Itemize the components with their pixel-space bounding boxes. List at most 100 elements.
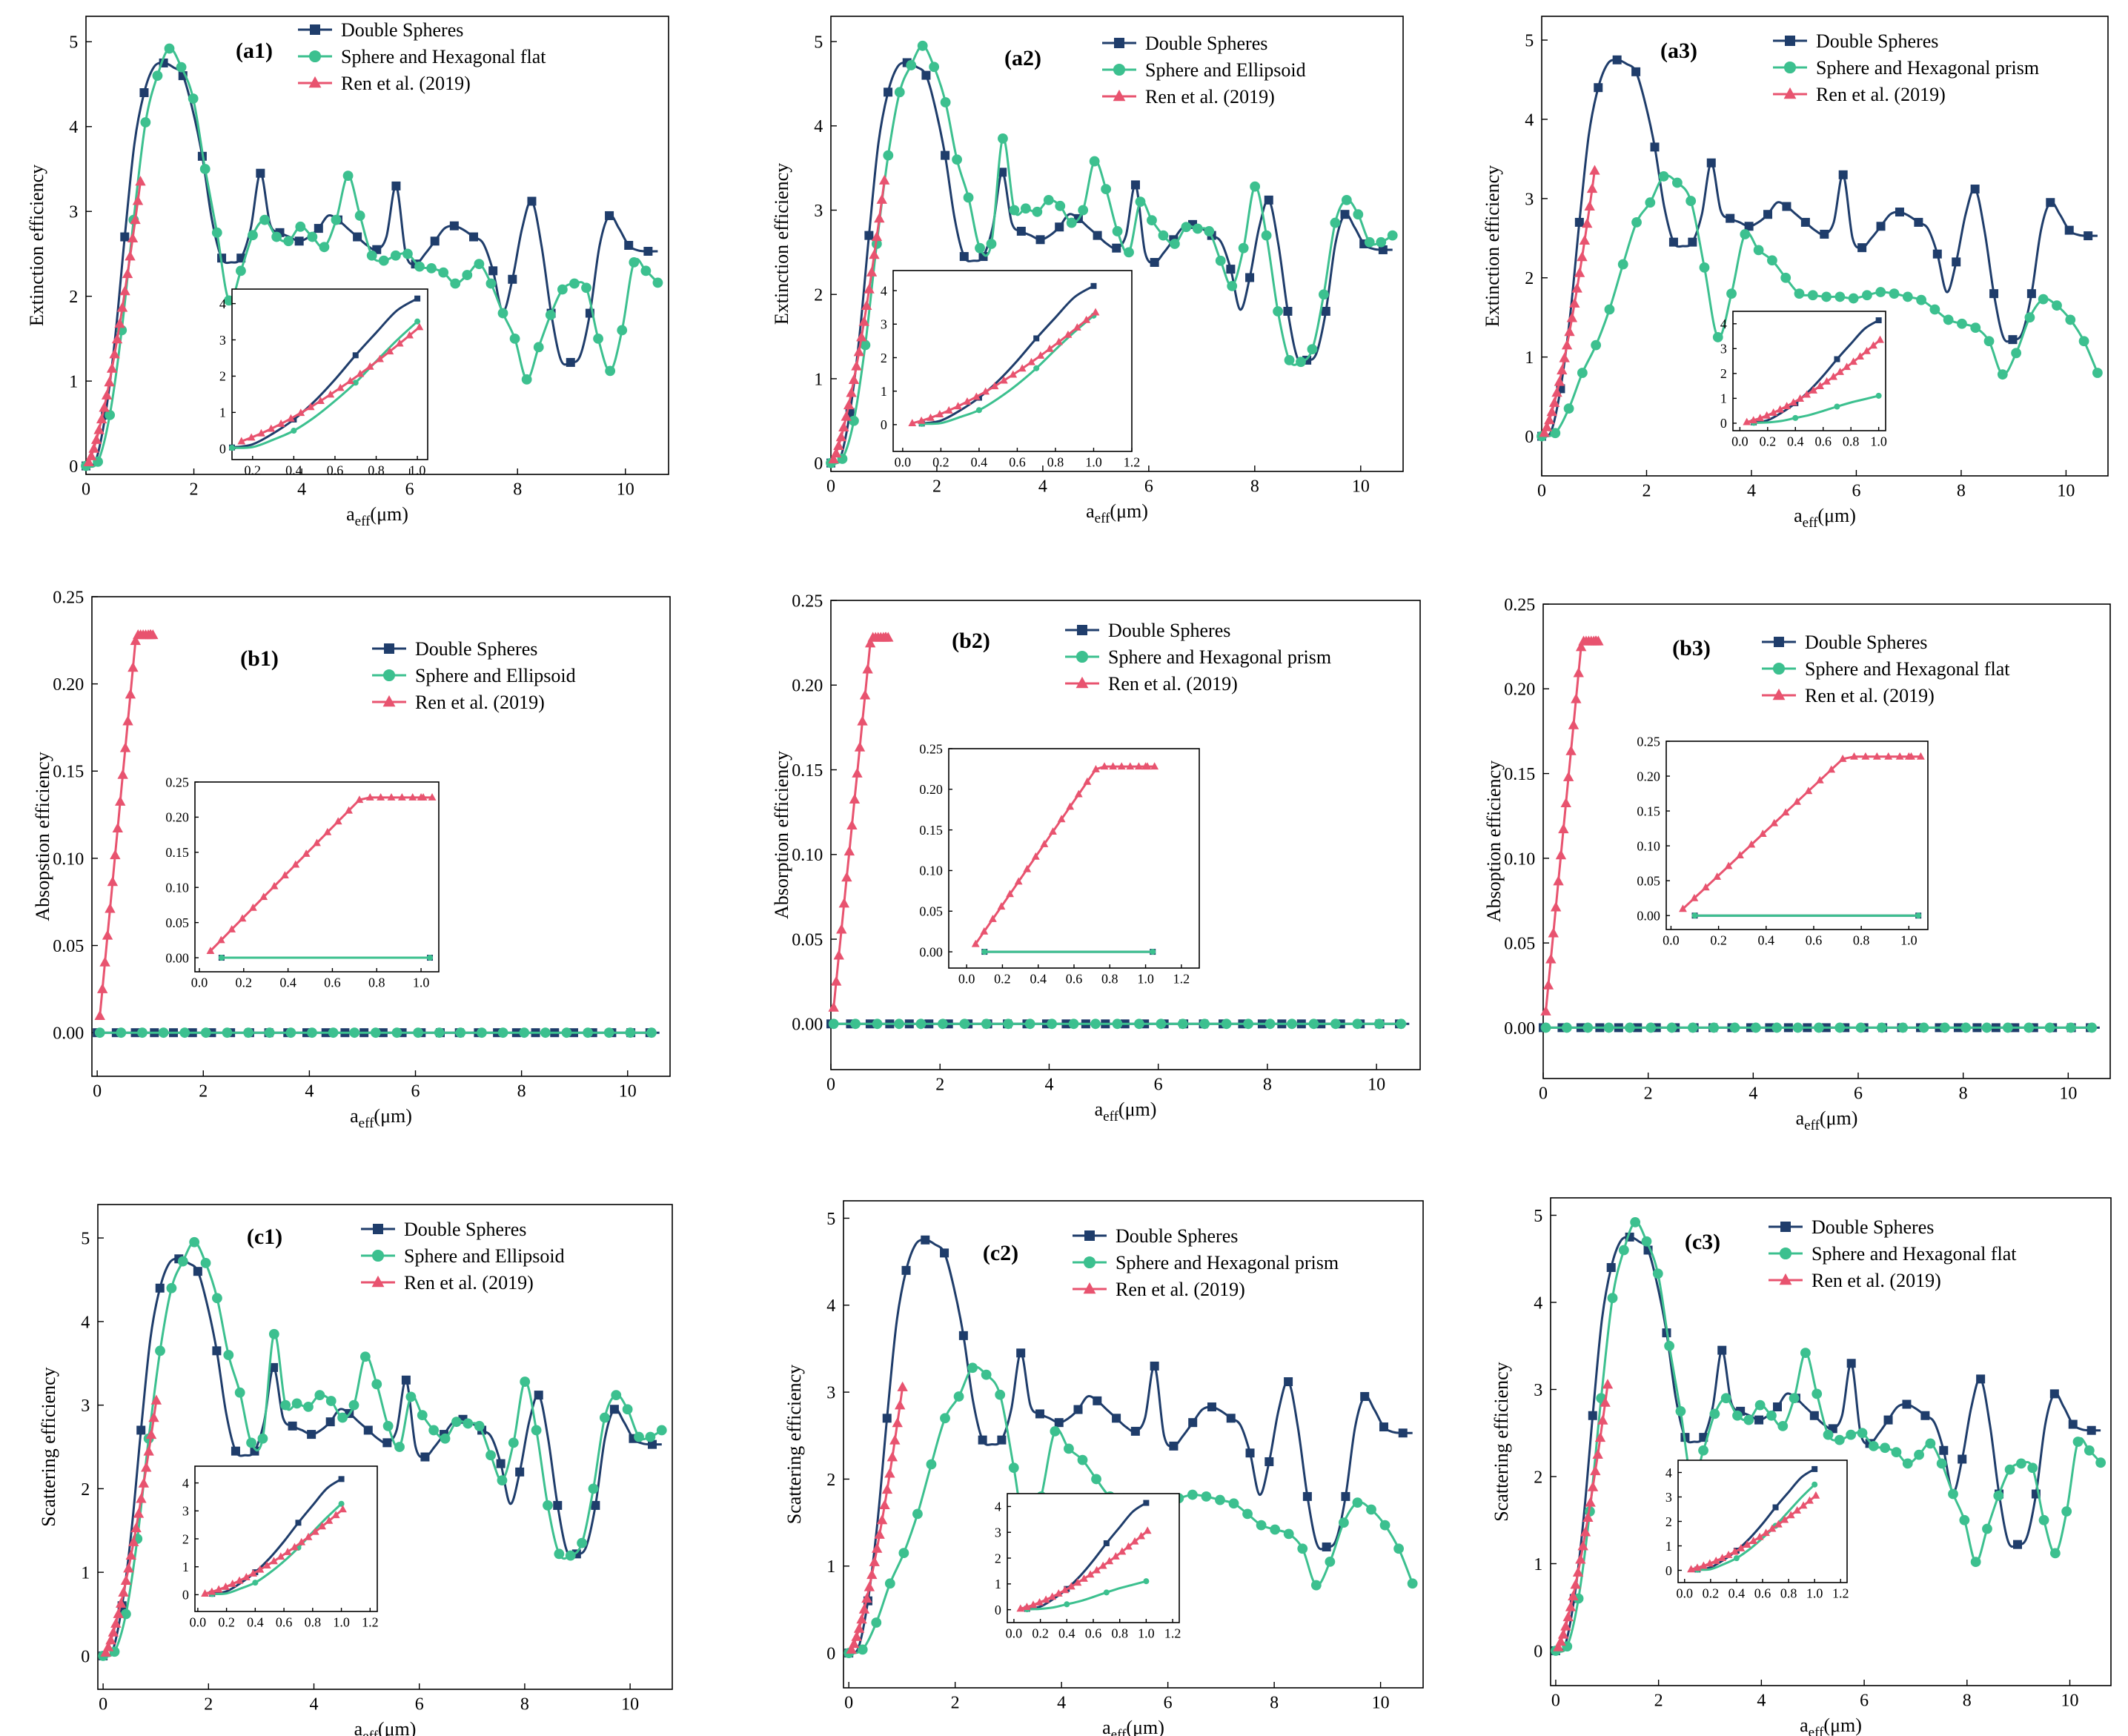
a1-ren-point: [101, 389, 113, 400]
a2-inset-ren-point: [1082, 315, 1091, 323]
a3-double-spheres-point: [1876, 222, 1886, 231]
c1-other-shape-point: [531, 1425, 542, 1436]
c3-inset-ren-point: [1786, 1511, 1795, 1519]
b1-legend-label: Sphere and Ellipsoid: [415, 665, 576, 686]
b2-ylabel: Absorption efficiency: [771, 751, 792, 919]
a2-double-spheres-point: [864, 231, 874, 240]
b1-legend-label: Double Spheres: [415, 638, 537, 660]
a1-ren-point: [93, 424, 105, 434]
b3-axis-xtick-label: 2: [1644, 1084, 1653, 1104]
a3-ren-point: [1574, 267, 1585, 277]
c3-other-shape-point: [1709, 1408, 1720, 1419]
b2-axis-ytick-label: 0.05: [792, 930, 823, 950]
c3-other-shape-point: [2095, 1457, 2107, 1468]
c1-double-spheres-point: [648, 1440, 657, 1449]
a2-ren-point: [830, 447, 842, 458]
a1-other-shape-point: [378, 255, 389, 266]
a2-inset-ren-point: [1036, 351, 1045, 359]
b3-axis-xtick-label: 8: [1959, 1084, 1968, 1104]
c3-other-shape-point: [2038, 1514, 2049, 1525]
c1-inset-axis-xtick-label: 1.2: [362, 1615, 379, 1630]
a2-double-spheres-line: [831, 61, 1393, 465]
a3-double-spheres-point: [1726, 213, 1735, 223]
b2-other-shape-point: [850, 1018, 861, 1030]
c1-axis-ytick-label: 0: [81, 1647, 90, 1666]
a2-ren-point: [878, 174, 890, 185]
c1-double-spheres-point: [307, 1430, 316, 1440]
b2-other-shape-point: [1243, 1018, 1254, 1030]
b3-inset: 0.0 0.2 0.4 0.6 0.8 1.0 0.00 0.05 0.10 0.15 0.20 0.…: [1637, 734, 1929, 948]
a2-double-spheres-point: [1283, 306, 1293, 316]
c3-ren-point: [1560, 1620, 1571, 1631]
a1-other-shape-point: [617, 325, 628, 336]
a2-double-spheres-point: [1112, 243, 1121, 253]
a2-inset-ren-point: [1009, 370, 1018, 378]
c3-ren-point: [1553, 1641, 1564, 1651]
c2-inset-ren-point: [1086, 1570, 1095, 1578]
a3-inset-axis-xtick-label: 0.2: [1760, 434, 1777, 449]
a3-other-shape-point: [2065, 314, 2076, 325]
c3-inset-ren-point: [1724, 1551, 1733, 1558]
c1-axis-xtick-label: 0: [99, 1695, 107, 1715]
b1-inset-other-shape-point: [427, 955, 434, 961]
a3-double-spheres-point: [1800, 217, 1810, 227]
b1-other-shape-point: [497, 1027, 508, 1038]
a3-double-spheres-point: [1763, 210, 1773, 219]
a3-other-shape-point: [1889, 288, 1900, 299]
a1-other-shape-point: [105, 409, 116, 420]
a3-other-shape-point: [1712, 332, 1723, 342]
b2-other-shape-point: [1068, 1018, 1079, 1030]
c2-inset-ren-point: [1048, 1592, 1057, 1600]
c1-ren-point: [136, 1493, 147, 1503]
a3-inset-ren-point: [1776, 405, 1785, 413]
a1-panel-label: (a1): [236, 39, 273, 63]
b3-other-shape-point: [1582, 1022, 1594, 1033]
b3-inset-axis-xtick-label: 0.2: [1710, 933, 1727, 948]
a3-axis-xtick-label: 8: [1957, 482, 1966, 501]
b2-inset-ren-point: [997, 902, 1006, 910]
b3-ren-point: [1558, 823, 1569, 834]
c3-inset-ren-point: [1755, 1532, 1764, 1540]
c1-other-shape-point: [417, 1410, 428, 1421]
c1-axis-xtick-label: 10: [621, 1695, 639, 1715]
a2-other-shape-point: [1319, 289, 1329, 300]
c2-inset-ren-point: [1054, 1589, 1063, 1597]
a3-double-spheres-point: [1706, 158, 1716, 168]
b1-xlabel: aeff(μm): [350, 1105, 412, 1131]
a3-axis-xtick-label: 6: [1852, 482, 1860, 501]
b1-other-shape-point: [137, 1027, 147, 1038]
c3-ren-point: [1555, 1636, 1566, 1646]
c2-inset-ren-point: [1023, 1603, 1031, 1611]
b1-inset-axis-ytick-label: 0.00: [165, 950, 189, 965]
c2-inset-axis-ytick-label: 3: [995, 1525, 1001, 1540]
a3-inset-ren-point: [1789, 398, 1798, 406]
a1-other-shape-point: [497, 308, 508, 319]
b3-inset-ren-point: [1679, 904, 1687, 912]
c3-double-spheres-point: [2068, 1419, 2078, 1429]
c2-ren-point: [874, 1528, 885, 1539]
c2-inset-axis-xtick-label: 1.2: [1164, 1626, 1181, 1641]
a3-double-spheres-line: [1542, 59, 2098, 438]
a2-other-shape-point: [1227, 280, 1238, 291]
a1-double-spheres-point: [256, 168, 265, 178]
a2-legend-marker: [1113, 89, 1126, 102]
c3-other-shape-point: [2084, 1445, 2095, 1456]
c3-double-spheres-point: [1606, 1263, 1616, 1272]
c2-double-spheres-point: [1150, 1361, 1159, 1371]
a2-ren-point: [838, 421, 849, 432]
b3-inset-ren-point: [1850, 752, 1858, 760]
c2-other-shape-point: [1077, 1454, 1088, 1465]
a1-inset-ren-point: [306, 402, 315, 411]
a1-double-spheres-point: [508, 274, 517, 284]
c1-ren-point: [115, 1597, 127, 1608]
a1-other-shape-point: [509, 333, 520, 344]
c1-other-shape-point: [622, 1404, 633, 1415]
b1-ren-point: [99, 956, 110, 967]
c1-inset-double-spheres-point: [295, 1520, 302, 1526]
c1-other-shape-point: [177, 1256, 188, 1267]
c3-inset-ren-point: [1768, 1524, 1777, 1532]
c1-other-shape-point: [463, 1418, 474, 1429]
b2-legend-label: Double Spheres: [1108, 620, 1230, 641]
a3-double-spheres-point: [2046, 198, 2055, 208]
b2-inset-other-shape-point: [1150, 949, 1156, 955]
